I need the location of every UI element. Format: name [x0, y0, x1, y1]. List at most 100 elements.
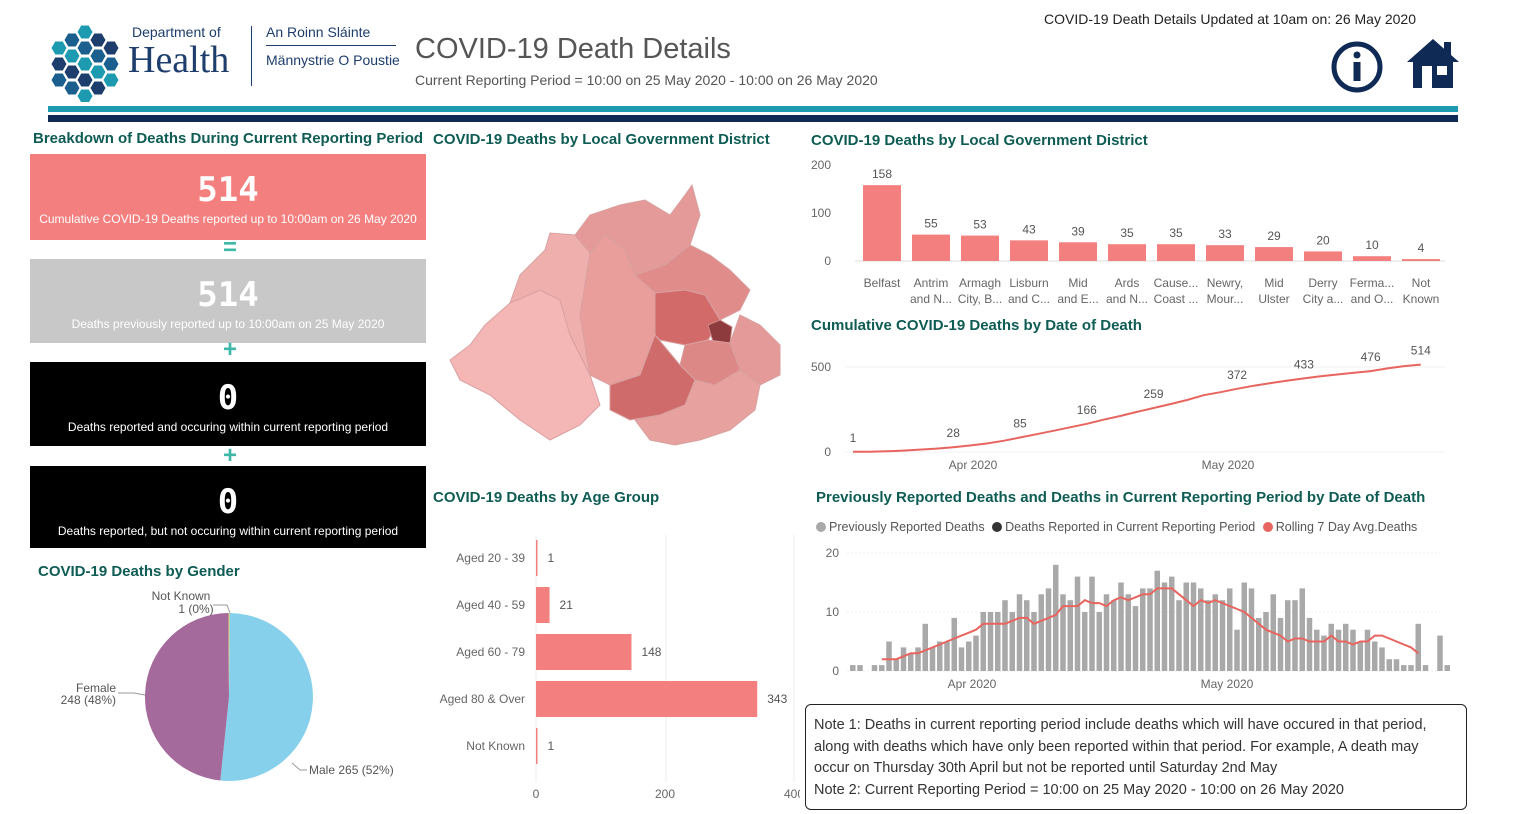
daily-bar [1176, 600, 1182, 671]
cum-data-label: 166 [1077, 403, 1097, 417]
daily-bar [1277, 617, 1284, 671]
cum-ytick: 0 [824, 445, 831, 459]
map-region-causeway [574, 183, 701, 276]
lgd-xtick-2: and N... [910, 292, 952, 306]
daily-bar [1096, 612, 1102, 671]
lgd-xtick-2: and E... [1057, 292, 1098, 306]
daily-bar [1379, 647, 1385, 671]
daily-bar [1161, 582, 1168, 671]
daily-ytick: 0 [832, 664, 839, 678]
rolling-avg-line [881, 587, 1419, 661]
plus-operator-1: + [222, 336, 237, 363]
lgd-ytick: 0 [824, 254, 831, 268]
daily-bar [1408, 665, 1414, 671]
pie-label-female-1: Female [76, 681, 116, 695]
pie-slice-male [220, 613, 313, 781]
daily-bar [1009, 612, 1015, 671]
daily-bar [1248, 588, 1255, 671]
cum-ytick: 500 [811, 360, 831, 374]
lgd-xtick-2: and C... [1008, 292, 1050, 306]
age-bar [536, 540, 538, 576]
lgd-xtick-2: Coast ... [1154, 292, 1199, 306]
daily-bar [951, 617, 957, 671]
logo-health-text: Health [128, 39, 230, 81]
daily-bar [1212, 594, 1218, 671]
lgd-bar [912, 234, 950, 261]
card-not-within-label: Deaths reported, but not occuring within… [57, 524, 399, 538]
daily-bar [1234, 629, 1240, 671]
gender-pie-chart: Not Known 1 (0%) Female 248 (48%) Male 2… [61, 589, 394, 781]
cum-data-label: 433 [1294, 357, 1314, 371]
daily-bar [1263, 612, 1269, 671]
daily-bar [1285, 600, 1291, 671]
daily-bar [900, 647, 907, 671]
daily-bar [958, 647, 965, 671]
breakdown-title: Breakdown of Deaths During Current Repor… [33, 130, 424, 147]
lgd-ytick: 200 [811, 158, 831, 172]
lgd-xtick-1: Cause... [1154, 276, 1199, 290]
age-category-label: Aged 60 - 79 [456, 645, 525, 659]
home-icon[interactable] [1404, 36, 1462, 90]
card-previous: 514 Deaths previously reported up to 10:… [30, 259, 426, 343]
lgd-xtick-1: Not [1412, 276, 1431, 290]
lgd-xtick-1: Mid [1068, 276, 1087, 290]
card-previous-label: Deaths previously reported up to 10:00am… [71, 317, 385, 331]
lgd-xtick-1: Armagh [959, 276, 1001, 290]
daily-bar [944, 641, 950, 671]
cum-data-label: 514 [1411, 344, 1431, 358]
daily-bar [1038, 594, 1044, 671]
lgd-xtick-1: Newry, [1207, 276, 1243, 290]
logo-hex [77, 57, 93, 71]
daily-bar [1306, 617, 1313, 671]
daily-bar [1067, 600, 1073, 671]
age-category-label: Aged 20 - 39 [456, 551, 525, 565]
lgd-bar [1353, 256, 1391, 261]
logo-hex [77, 73, 93, 87]
lgd-data-label: 55 [924, 217, 938, 231]
lgd-xtick-2: and O... [1351, 292, 1394, 306]
daily-bar [1190, 582, 1197, 671]
info-icon[interactable] [1330, 40, 1384, 94]
daily-bar [1415, 623, 1421, 671]
logo-irish-rule [266, 45, 396, 46]
logo-hex [64, 33, 80, 47]
logo-hex [77, 41, 93, 55]
age-bar [536, 681, 758, 717]
daily-bar [857, 665, 863, 671]
age-data-label: 1 [548, 739, 555, 753]
lgd-xtick-1: Ferma... [1350, 276, 1395, 290]
lgd-xtick-2: Known [1403, 292, 1440, 306]
lgd-bar [1059, 242, 1097, 261]
legend-dot-current [992, 522, 1003, 532]
lgd-xtick-1: Lisburn [1009, 276, 1048, 290]
card-previous-value: 514 [197, 275, 259, 315]
daily-bar [1321, 635, 1327, 671]
card-within-value: 0 [217, 378, 239, 418]
lgd-data-label: 20 [1316, 233, 1330, 247]
age-data-label: 21 [560, 598, 574, 612]
daily-bar [1198, 588, 1204, 671]
daily-ytick: 20 [826, 546, 840, 560]
updated-text: COVID-19 Death Details Updated at 10am o… [1044, 11, 1416, 27]
logo-hex [77, 25, 93, 39]
logo-hex [90, 49, 106, 63]
daily-bar [1111, 600, 1117, 671]
lgd-choropleth-map [449, 183, 781, 446]
daily-bar [1169, 576, 1175, 671]
daily-bar [1314, 629, 1320, 671]
page-subtitle: Current Reporting Period = 10:00 on 25 M… [415, 72, 878, 88]
age-data-label: 148 [641, 645, 661, 659]
daily-bar [1118, 582, 1124, 671]
daily-bar [1103, 594, 1110, 671]
age-category-label: Aged 40 - 59 [456, 598, 525, 612]
daily-bar [1045, 588, 1052, 671]
card-cumulative-value: 514 [197, 170, 259, 210]
lgd-bar [1108, 244, 1146, 261]
cumulative-title: Cumulative COVID-19 Deaths by Date of De… [811, 317, 1142, 334]
lgd-bar-title: COVID-19 Deaths by Local Government Dist… [811, 132, 1148, 149]
cum-data-label: 372 [1227, 368, 1247, 382]
logo-hex [64, 65, 80, 79]
note2-text: Current Reporting Period = 10:00 on 25 M… [860, 781, 1344, 798]
lgd-data-label: 158 [872, 167, 892, 181]
lgd-ytick: 100 [811, 206, 831, 220]
